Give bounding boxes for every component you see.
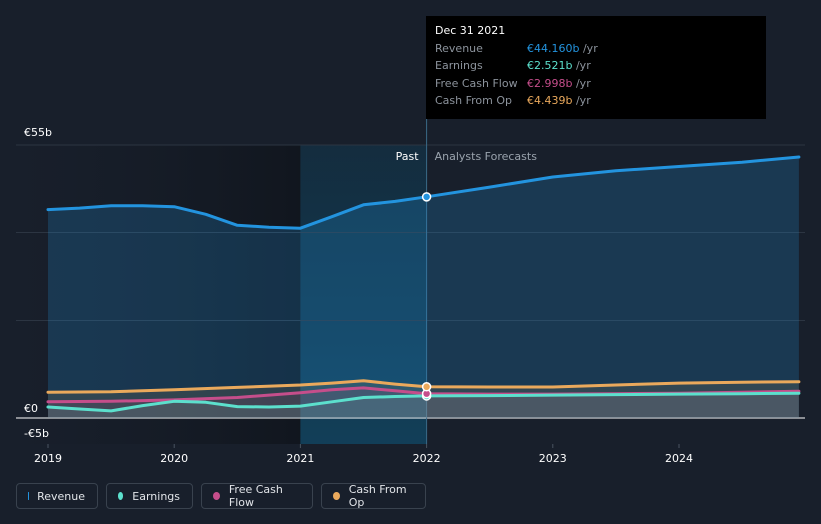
legend-item-earnings[interactable]: Earnings [106, 483, 193, 509]
y-tick-label: €0 [24, 402, 38, 415]
tooltip-value-number: €44.160b [527, 42, 580, 55]
legend-label: Revenue [37, 489, 85, 503]
series-line-cash-from-op [46, 379, 801, 394]
y-tick-label: -€5b [24, 427, 49, 440]
tooltip: Dec 31 2021 Revenue €44.160b /yr Earning… [426, 16, 766, 119]
tooltip-value-number: €4.439b [527, 94, 573, 107]
tooltip-date: Dec 31 2021 [435, 24, 506, 37]
forecast-label: Analysts Forecasts [435, 150, 538, 163]
x-tick-label: 2024 [665, 452, 693, 465]
tooltip-label: Revenue [435, 42, 483, 55]
tooltip-value: €4.439b /yr [527, 94, 591, 107]
tooltip-value: €2.521b /yr [527, 59, 591, 72]
point-marker [421, 192, 432, 202]
legend: Revenue Earnings Free Cash Flow Cash Fro… [16, 483, 426, 511]
legend-item-free-cash-flow[interactable]: Free Cash Flow [201, 483, 313, 509]
legend-dot-icon [118, 492, 124, 500]
tooltip-unit: /yr [572, 77, 591, 90]
past-shade [16, 145, 301, 444]
tooltip-row-revenue: Revenue €44.160b /yr [435, 42, 755, 58]
series-area-earnings [48, 393, 799, 418]
x-tick-label: 2019 [34, 452, 62, 465]
tooltip-value-number: €2.998b [527, 77, 573, 90]
tooltip-value: €44.160b /yr [527, 42, 598, 55]
tooltip-label: Free Cash Flow [435, 77, 518, 90]
tooltip-label: Cash From Op [435, 94, 513, 107]
legend-dot-icon [213, 492, 220, 500]
point-marker [421, 382, 432, 392]
past-label: Past [396, 150, 420, 163]
tooltip-row-cash-from-op: Cash From Op €4.439b /yr [435, 94, 755, 110]
legend-label: Cash From Op [348, 483, 407, 509]
tooltip-value: €2.998b /yr [527, 77, 591, 90]
legend-item-revenue[interactable]: Revenue [16, 483, 98, 509]
tooltip-row-free-cash-flow: Free Cash Flow €2.998b /yr [435, 77, 755, 93]
x-tick-label: 2020 [160, 452, 188, 465]
series-area-revenue [48, 157, 799, 418]
tooltip-unit: /yr [572, 94, 591, 107]
x-tick-label: 2022 [413, 452, 441, 465]
legend-item-cash-from-op[interactable]: Cash From Op [321, 483, 426, 509]
legend-label: Free Cash Flow [228, 483, 283, 509]
legend-dot-icon [333, 492, 340, 500]
tooltip-label: Earnings [435, 59, 483, 72]
tooltip-unit: /yr [579, 42, 598, 55]
tooltip-value-number: €2.521b [527, 59, 573, 72]
series-line-revenue [46, 155, 801, 230]
x-tick-label: 2023 [539, 452, 567, 465]
x-tick-label: 2021 [286, 452, 314, 465]
legend-label: Earnings [132, 489, 180, 503]
tooltip-unit: /yr [572, 59, 591, 72]
tooltip-row-earnings: Earnings €2.521b /yr [435, 59, 755, 75]
highlight-band [300, 145, 427, 444]
series-line-earnings [46, 391, 801, 413]
y-tick-label: €55b [24, 126, 52, 139]
